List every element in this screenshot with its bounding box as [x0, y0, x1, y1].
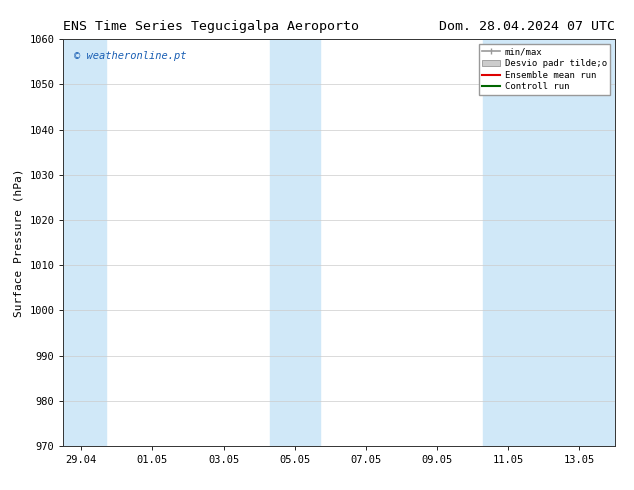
Y-axis label: Surface Pressure (hPa): Surface Pressure (hPa)	[14, 168, 24, 317]
Bar	[270, 39, 320, 446]
Legend: min/max, Desvio padr tilde;o, Ensemble mean run, Controll run: min/max, Desvio padr tilde;o, Ensemble m…	[479, 44, 611, 95]
Bar	[483, 39, 615, 446]
Text: © weatheronline.pt: © weatheronline.pt	[74, 51, 187, 61]
Text: Dom. 28.04.2024 07 UTC: Dom. 28.04.2024 07 UTC	[439, 20, 615, 33]
Bar	[63, 39, 106, 446]
Text: ENS Time Series Tegucigalpa Aeroporto: ENS Time Series Tegucigalpa Aeroporto	[63, 20, 359, 33]
